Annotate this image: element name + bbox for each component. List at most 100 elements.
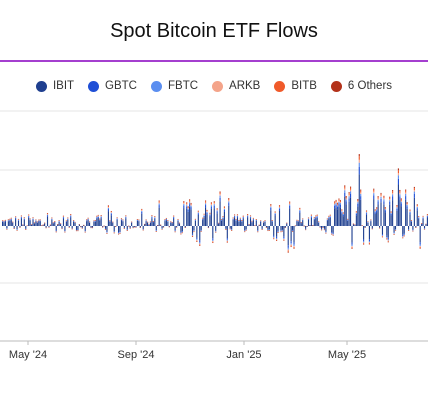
flow-bar-segment bbox=[345, 196, 347, 199]
flow-bar-segment bbox=[350, 187, 352, 190]
flow-bar-segment bbox=[377, 197, 379, 199]
flow-bar-segment bbox=[46, 215, 49, 217]
flow-bar-segment bbox=[406, 202, 408, 205]
flow-bar-segment bbox=[260, 221, 262, 226]
flow-bar-segment bbox=[287, 249, 289, 251]
flow-bar-segment bbox=[384, 212, 386, 226]
flow-bar-segment bbox=[328, 217, 330, 218]
flow-bar-segment bbox=[212, 240, 214, 242]
flow-bar-segment bbox=[338, 198, 340, 200]
flow-bar-segment bbox=[177, 220, 179, 226]
x-tick-label: May '24 bbox=[9, 349, 47, 361]
flow-bar-segment bbox=[271, 221, 273, 226]
flow-bar-segment bbox=[328, 217, 330, 219]
flow-bar-segment bbox=[84, 230, 86, 232]
flow-bar-segment bbox=[216, 209, 218, 211]
legend-item-ibit[interactable]: IBIT bbox=[35, 80, 74, 92]
flow-bar-segment bbox=[113, 226, 115, 232]
flow-bar-segment bbox=[68, 226, 70, 227]
legend-item-fbtc[interactable]: FBTC bbox=[151, 80, 198, 92]
flow-bar-segment bbox=[155, 230, 157, 231]
flow-bar-segment bbox=[42, 225, 44, 226]
flow-bar-segment bbox=[52, 223, 54, 226]
flow-bar-segment bbox=[389, 196, 391, 198]
flow-bar-segment bbox=[107, 205, 109, 207]
flow-bar-segment bbox=[78, 224, 80, 226]
flow-bar-segment bbox=[55, 226, 57, 231]
flow-bar-segment bbox=[74, 223, 76, 226]
flow-bar-segment bbox=[273, 235, 275, 237]
flow-bar-segment bbox=[302, 219, 304, 221]
flow-bar-segment bbox=[342, 213, 344, 214]
flow-bar-segment bbox=[110, 211, 112, 213]
flow-bar-segment bbox=[141, 209, 143, 211]
flow-bar-segment bbox=[99, 220, 101, 226]
flow-bar-segment bbox=[387, 226, 389, 238]
flow-bar-segment bbox=[392, 194, 394, 197]
flow-bar-segment bbox=[81, 226, 83, 228]
flow-bar-segment bbox=[186, 203, 188, 205]
legend-item-gbtc[interactable]: GBTC bbox=[88, 80, 137, 92]
flow-bar-segment bbox=[341, 211, 343, 213]
flow-bar-segment bbox=[387, 237, 389, 240]
flow-bar-segment bbox=[299, 207, 301, 209]
flow-bar-segment bbox=[383, 204, 385, 226]
flow-bar-segment bbox=[70, 217, 72, 226]
flow-bar-segment bbox=[344, 185, 346, 187]
legend-item-bitb[interactable]: BITB bbox=[274, 80, 317, 92]
flow-bar-segment bbox=[46, 216, 49, 226]
flow-bar-segment bbox=[32, 218, 34, 220]
flow-bar-segment bbox=[251, 222, 253, 226]
flow-bar-segment bbox=[393, 226, 395, 233]
flow-bar-segment bbox=[225, 226, 227, 229]
flow-bar-segment bbox=[213, 201, 215, 204]
flow-bar-segment bbox=[73, 221, 75, 226]
flow-bar-segment bbox=[316, 217, 318, 226]
flow-bar-segment bbox=[87, 219, 89, 221]
flow-bar-segment bbox=[118, 232, 120, 234]
flow-bar-segment bbox=[180, 231, 182, 233]
legend-item-others[interactable]: 6 Others bbox=[330, 80, 392, 92]
flow-bar-segment bbox=[390, 214, 392, 216]
flow-bar-segment bbox=[70, 216, 72, 218]
flow-bar-segment bbox=[36, 222, 38, 226]
flow-bar-segment bbox=[289, 208, 291, 226]
flow-bar-segment bbox=[335, 200, 337, 202]
flow-bar-segment bbox=[293, 242, 295, 245]
flow-bar-segment bbox=[245, 226, 247, 230]
flow-bar-segment bbox=[93, 222, 95, 226]
flow-bar-segment bbox=[28, 217, 30, 226]
flow-bar-segment bbox=[360, 192, 362, 194]
flow-bar-segment bbox=[409, 214, 411, 226]
flow-bar-segment bbox=[406, 204, 408, 207]
flow-bar-segment bbox=[376, 210, 378, 213]
flow-bar-segment bbox=[120, 220, 123, 226]
flow-bar-segment bbox=[348, 201, 350, 226]
flow-bar-segment bbox=[336, 202, 339, 204]
flow-bar-segment bbox=[183, 208, 185, 226]
flow-bar-segment bbox=[205, 202, 207, 204]
flow-bar-segment bbox=[326, 219, 328, 221]
flow-bar-segment bbox=[136, 220, 138, 221]
flow-bar-segment bbox=[383, 199, 385, 202]
flow-bar-segment bbox=[334, 208, 336, 226]
flow-bar-segment bbox=[418, 218, 420, 226]
flow-bar-segment bbox=[331, 232, 333, 234]
flow-bar-segment bbox=[178, 223, 181, 226]
flow-bar-segment bbox=[110, 212, 112, 213]
flow-bar-segment bbox=[183, 204, 185, 206]
flow-bar-segment bbox=[290, 226, 292, 242]
flow-bar-segment bbox=[226, 241, 228, 243]
flow-bar-segment bbox=[199, 226, 201, 241]
flow-bar-segment bbox=[397, 184, 399, 226]
flow-bar-segment bbox=[116, 218, 118, 219]
legend-item-arkb[interactable]: ARKB bbox=[212, 80, 260, 92]
flow-bar-segment bbox=[203, 215, 205, 218]
flow-bar-segment bbox=[355, 211, 357, 213]
flow-bar-segment bbox=[197, 211, 199, 213]
flow-bar-segment bbox=[158, 202, 160, 204]
legend-swatch-fbtc bbox=[151, 80, 162, 92]
flow-bar-segment bbox=[405, 192, 407, 194]
flow-bar-segment bbox=[241, 221, 243, 222]
flow-bar-segment bbox=[125, 215, 127, 217]
